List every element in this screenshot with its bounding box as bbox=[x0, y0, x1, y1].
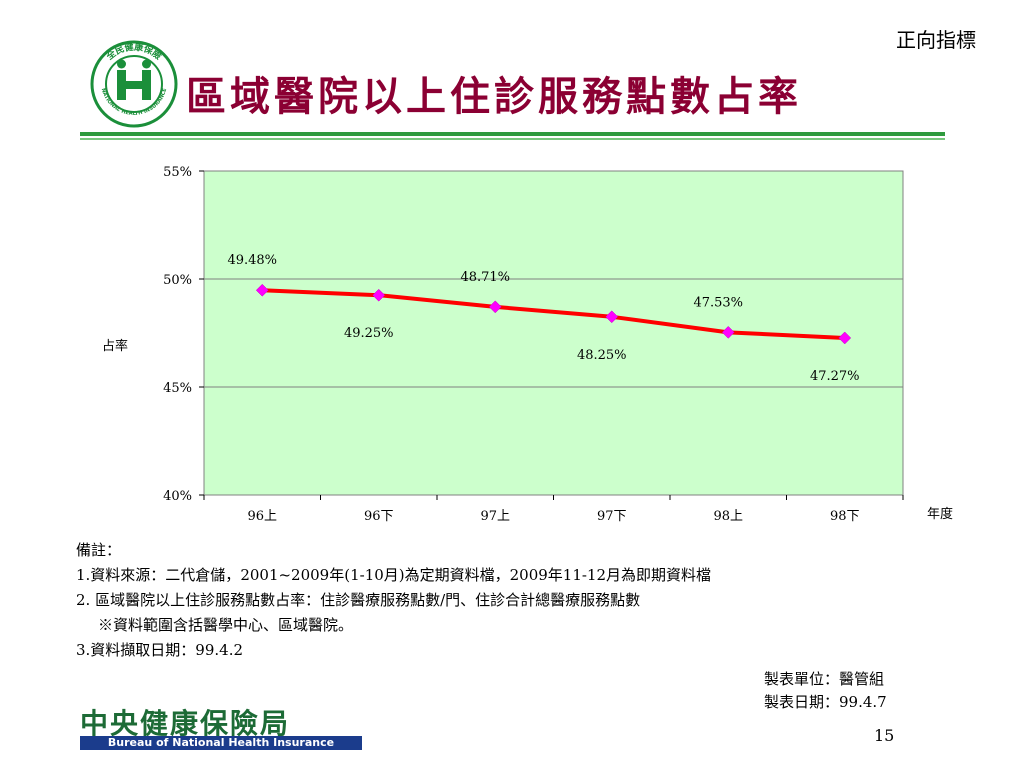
x-tick-label: 96下 bbox=[364, 509, 394, 524]
data-label: 49.48% bbox=[227, 253, 277, 268]
notes-heading: 備註： bbox=[76, 541, 122, 559]
data-point bbox=[255, 283, 269, 297]
bureau-name-en: Bureau of National Health Insurance bbox=[80, 736, 362, 750]
nhi-logo: 全民健康保險 NATIONAL HEALTH INSURANCE bbox=[90, 40, 178, 128]
data-label: 49.25% bbox=[344, 326, 394, 341]
data-label: 47.53% bbox=[693, 295, 743, 310]
data-point bbox=[721, 325, 735, 339]
x-tick-label: 98下 bbox=[830, 509, 860, 524]
title-divider bbox=[80, 132, 945, 136]
data-label: 48.25% bbox=[577, 348, 627, 363]
y-tick-label: 50% bbox=[163, 273, 192, 288]
bureau-name-cn: 中央健康保險局 bbox=[80, 707, 291, 740]
data-point bbox=[838, 331, 852, 345]
page-title: 區域醫院以上住診服務點數占率 bbox=[186, 73, 802, 120]
nhi-emblem-icon: 全民健康保險 NATIONAL HEALTH INSURANCE bbox=[90, 40, 178, 128]
x-tick-label: 97上 bbox=[480, 509, 510, 524]
data-label: 47.27% bbox=[810, 369, 860, 384]
maker-date: 製表日期：99.4.7 bbox=[764, 693, 887, 711]
x-tick-label: 98上 bbox=[713, 509, 743, 524]
data-point bbox=[488, 300, 502, 314]
x-tick-label: 96上 bbox=[247, 509, 277, 524]
data-point bbox=[372, 288, 386, 302]
notes-block: 備註： 1.資料來源：二代倉儲，2001~2009年(1-10月)為定期資料檔，… bbox=[76, 538, 711, 663]
y-tick-label: 45% bbox=[163, 381, 192, 396]
note-line-1: 1.資料來源：二代倉儲，2001~2009年(1-10月)為定期資料檔，2009… bbox=[76, 566, 712, 584]
note-line-2: 2. 區域醫院以上住診服務點數占率：住診醫療服務點數/門、住診合計總醫療服務點數 bbox=[76, 591, 641, 609]
y-axis-label: 占率 bbox=[102, 338, 128, 354]
y-tick-label: 55% bbox=[163, 165, 192, 180]
note-line-3: ※資料範圍含括醫學中心、區域醫院。 bbox=[98, 616, 354, 634]
title-divider-thin bbox=[80, 138, 945, 140]
page-number: 15 bbox=[874, 726, 895, 745]
y-tick-label: 40% bbox=[163, 489, 192, 504]
data-label: 48.71% bbox=[460, 270, 510, 285]
data-point bbox=[605, 310, 619, 324]
note-line-4: 3.資料擷取日期：99.4.2 bbox=[76, 641, 244, 659]
x-axis-label: 年度 bbox=[927, 506, 953, 522]
maker-unit: 製表單位：醫管組 bbox=[764, 670, 885, 688]
series-line bbox=[262, 288, 845, 340]
plot-area bbox=[203, 170, 904, 496]
maker-info: 製表單位：醫管組 製表日期：99.4.7 bbox=[764, 668, 887, 714]
x-tick-label: 97下 bbox=[597, 509, 627, 524]
indicator-tag: 正向指標 bbox=[896, 28, 976, 52]
